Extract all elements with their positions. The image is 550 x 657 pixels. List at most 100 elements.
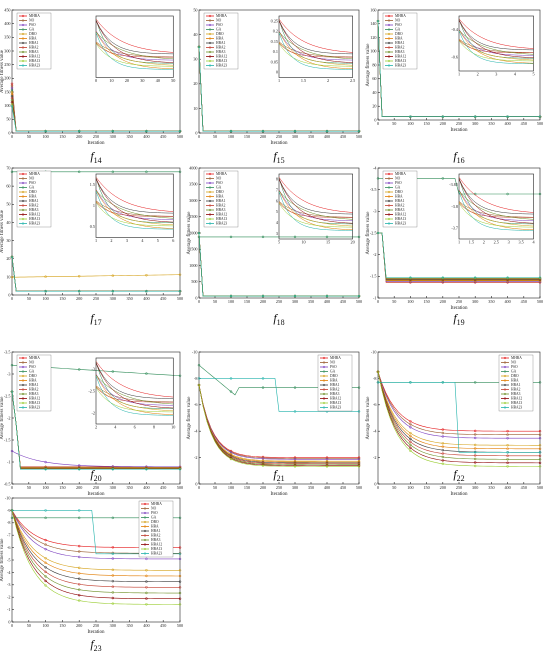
legend-label: HBA — [29, 37, 37, 41]
legend-marker — [322, 356, 326, 360]
y-tick-label: 20 — [193, 81, 197, 86]
x-tick-label: 450 — [521, 299, 527, 304]
legend-label: GA — [151, 516, 157, 520]
legend-marker — [208, 46, 212, 49]
legend-marker — [208, 32, 212, 36]
inset-x-tick-label: 2 — [327, 78, 329, 83]
legend: MHBANOPSOGADBOHBAHBA1HBA2HBA3HBA12HBA13H… — [317, 354, 353, 412]
legend-box — [138, 500, 174, 558]
series-marker — [145, 129, 148, 133]
legend-label: HBA23 — [330, 406, 341, 410]
x-tick-label: 0 — [198, 134, 200, 139]
series-marker — [178, 170, 182, 174]
y-tick-label: 500 — [191, 279, 197, 284]
chart-panel-23: 0 50 100 150 200 250 300 350 400 450 500 0 -1 -2 -3 -4 -… — [0, 495, 183, 653]
legend-marker — [143, 529, 147, 533]
legend-marker — [387, 208, 391, 212]
legend-marker — [387, 204, 391, 207]
series-line-DBO — [11, 91, 180, 132]
legend-label: PSO — [511, 365, 518, 369]
legend-marker — [208, 199, 212, 203]
x-tick-label: 0 — [377, 485, 379, 490]
inset-plot: 1 2 3 4 5 6 0.5 1 1.5 — [90, 173, 174, 243]
series-line-MHBA — [198, 384, 360, 458]
series-marker — [293, 386, 297, 389]
inset-x-tick-label: 0 — [95, 78, 97, 83]
legend-label: HBA23 — [151, 552, 162, 556]
legend-label: NO — [216, 19, 222, 23]
series-marker — [77, 599, 81, 602]
series-line-NO — [11, 256, 180, 292]
series-line-NO — [198, 384, 360, 459]
series-marker — [10, 449, 14, 453]
series-marker — [77, 582, 81, 586]
inset-series-HBA23 — [458, 30, 534, 65]
legend-marker — [387, 64, 391, 67]
y-axis-label: Average fitness value — [187, 396, 192, 440]
x-tick-label: 300 — [110, 296, 116, 301]
series-marker — [357, 235, 361, 239]
legend-label: DBO — [395, 190, 403, 194]
series-marker — [261, 129, 265, 133]
legend-label: DBO — [511, 374, 519, 378]
x-tick-label: 450 — [521, 485, 527, 490]
legend-marker — [143, 552, 147, 555]
y-axis-label: Average fitness value — [187, 211, 192, 255]
series-line-DBO — [11, 274, 181, 278]
series-marker — [506, 451, 509, 454]
legend-label: HBA3 — [395, 208, 405, 212]
legend-label: MHBA — [29, 14, 40, 18]
series-marker — [77, 566, 81, 570]
x-tick-label: 150 — [244, 299, 250, 304]
series-marker — [44, 566, 47, 569]
inset-plot: 0 10 20 30 40 50 — [95, 15, 175, 83]
legend-label: HBA12 — [395, 55, 406, 59]
x-tick-label: 350 — [488, 299, 494, 304]
series-line-HBA23 — [199, 378, 359, 412]
series-marker — [441, 381, 445, 384]
series-marker — [441, 442, 445, 445]
legend-marker — [387, 222, 391, 225]
legend-label: HBA12 — [29, 397, 40, 401]
legend-marker — [143, 547, 147, 551]
series-marker — [261, 457, 265, 460]
series-line-HBA2 — [198, 384, 360, 465]
series-marker — [10, 255, 14, 259]
series-line-HBA1 — [11, 96, 180, 132]
inset-plot: 1 2 3 4 5 -0.6 -0.4 — [451, 15, 535, 77]
legend-marker — [21, 190, 25, 194]
y-tick-label: -0.5 — [4, 481, 11, 486]
legend-label: MHBA — [330, 356, 341, 360]
chart-panel-19: 0 50 100 150 200 250 300 350 400 450 500 -1 -1.5 -2 -2… — [366, 165, 543, 327]
legend-label: MHBA — [395, 172, 406, 176]
inset-series-HBA3 — [458, 30, 534, 55]
legend-label: HBA23 — [29, 406, 40, 410]
series-marker — [441, 276, 445, 279]
series-line-HBA12 — [11, 102, 180, 132]
panel-caption-subscript: 22 — [457, 474, 465, 483]
inset-series-HBA13 — [95, 387, 174, 413]
series-marker — [441, 455, 445, 459]
legend-label: HBA3 — [151, 538, 161, 542]
series-marker — [111, 370, 115, 373]
x-tick-label: 150 — [59, 296, 65, 301]
series-line-HBA3 — [198, 384, 360, 465]
x-tick-label: 400 — [324, 134, 330, 139]
inset-x-tick-label: 1.5 — [301, 78, 306, 83]
legend-label: HBA13 — [330, 401, 341, 405]
x-tick-label: 50 — [213, 134, 217, 139]
inset-x-tick-label: 6 — [134, 425, 136, 430]
x-tick-label: 250 — [456, 121, 462, 126]
series-marker — [538, 115, 542, 118]
legend: MHBANOPSOGADBOHBAHBA1HBA2HBA3HBA12HBA13H… — [203, 170, 239, 228]
legend-label: MHBA — [216, 172, 227, 176]
inset-x-tick-label: 20 — [125, 78, 129, 83]
x-tick-label: 450 — [160, 485, 166, 490]
inset-series-HBA3 — [458, 190, 534, 220]
inset-y-tick-label: 0.2 — [273, 29, 278, 34]
legend-marker — [387, 217, 391, 221]
x-tick-label: 100 — [42, 623, 48, 628]
series-marker — [178, 374, 182, 378]
legend-marker — [21, 59, 25, 63]
series-marker — [111, 602, 115, 605]
